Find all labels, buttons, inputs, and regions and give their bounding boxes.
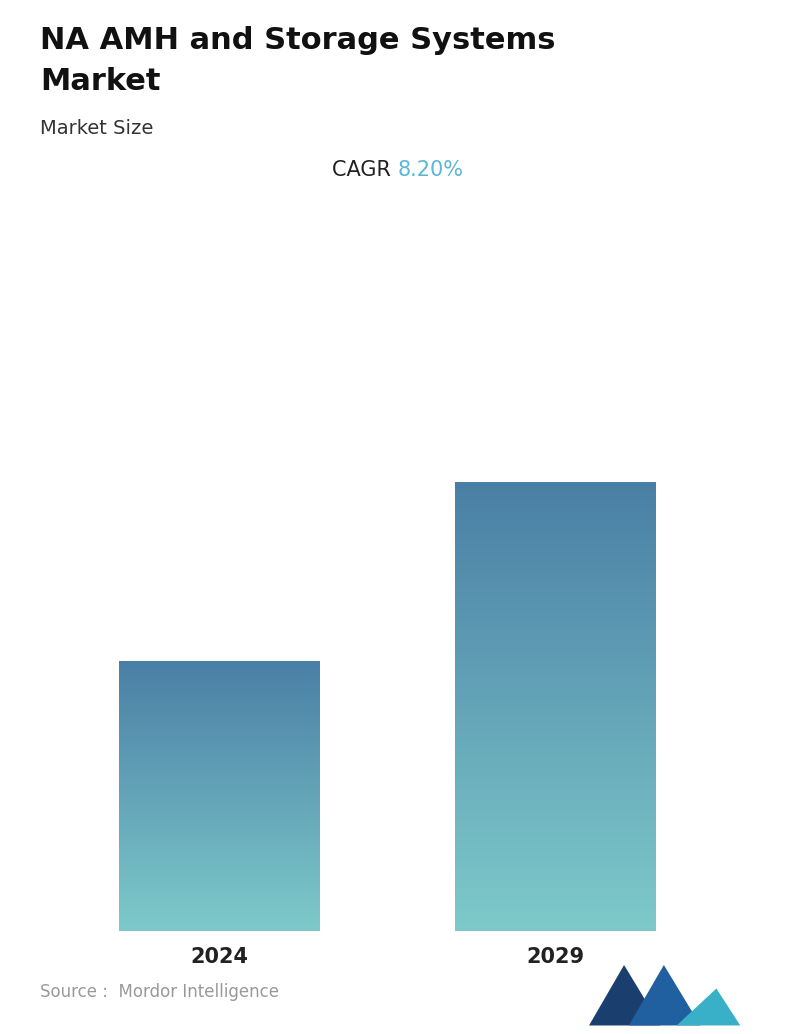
Polygon shape [589,965,661,1026]
Polygon shape [677,989,740,1026]
Text: Market: Market [40,67,160,96]
Text: Source :  Mordor Intelligence: Source : Mordor Intelligence [40,983,279,1001]
Text: Market Size: Market Size [40,119,153,138]
Text: 8.20%: 8.20% [398,160,464,180]
Polygon shape [629,965,700,1026]
Text: NA AMH and Storage Systems: NA AMH and Storage Systems [40,26,556,55]
Text: CAGR: CAGR [333,160,398,180]
